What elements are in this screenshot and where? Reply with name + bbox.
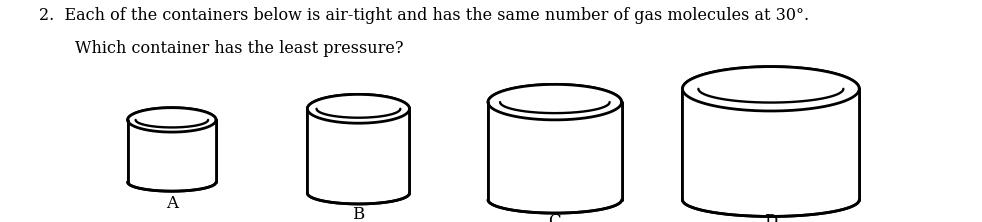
Polygon shape bbox=[488, 102, 622, 200]
Polygon shape bbox=[128, 120, 216, 182]
Text: 2.  Each of the containers below is air-tight and has the same number of gas mol: 2. Each of the containers below is air-t… bbox=[39, 7, 809, 24]
Polygon shape bbox=[307, 109, 409, 193]
Text: B: B bbox=[353, 206, 364, 222]
Text: A: A bbox=[166, 195, 178, 212]
Text: D: D bbox=[764, 213, 778, 222]
Text: Which container has the least pressure?: Which container has the least pressure? bbox=[75, 40, 404, 57]
Polygon shape bbox=[682, 67, 859, 111]
Polygon shape bbox=[682, 89, 859, 200]
Polygon shape bbox=[128, 108, 216, 132]
Text: C: C bbox=[549, 213, 561, 222]
Polygon shape bbox=[488, 84, 622, 120]
Polygon shape bbox=[307, 94, 409, 123]
